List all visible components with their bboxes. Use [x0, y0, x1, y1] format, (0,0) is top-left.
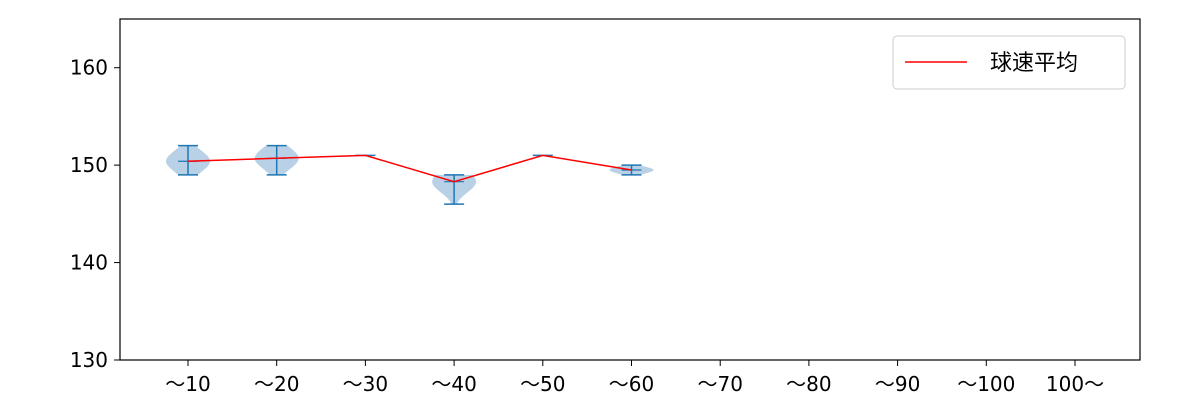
- x-tick-label: 〜50: [520, 372, 565, 396]
- x-tick-label: 〜60: [609, 372, 654, 396]
- x-tick-label: 〜80: [786, 372, 831, 396]
- legend-label: 球速平均: [990, 51, 1078, 76]
- violin-bodies: [166, 145, 654, 205]
- x-axis: 〜10 〜20 〜30 〜40 〜50 〜60 〜70 〜80 〜90 〜100 100〜: [165, 360, 1104, 396]
- legend: 球速平均: [892, 35, 1126, 90]
- range-markers: [178, 144, 642, 205]
- mean-speed-line: [187, 154, 632, 183]
- x-tick-label: 〜20: [254, 372, 299, 396]
- x-tick-label: 〜100: [957, 372, 1015, 396]
- x-tick-label: 〜10: [165, 372, 210, 396]
- y-axis: 130 140 150 160: [70, 56, 120, 372]
- plot-frame: [119, 18, 1141, 361]
- legend-box: [892, 35, 1126, 90]
- x-tick-label: 100〜: [1046, 372, 1104, 396]
- y-tick-label: 140: [70, 251, 108, 275]
- x-tick-label: 〜70: [697, 372, 742, 396]
- x-tick-label: 〜90: [875, 372, 920, 396]
- x-tick-label: 〜30: [343, 372, 388, 396]
- y-tick-label: 160: [70, 56, 108, 80]
- y-tick-label: 150: [70, 153, 108, 177]
- x-tick-label: 〜40: [431, 372, 476, 396]
- y-tick-label: 130: [70, 348, 108, 372]
